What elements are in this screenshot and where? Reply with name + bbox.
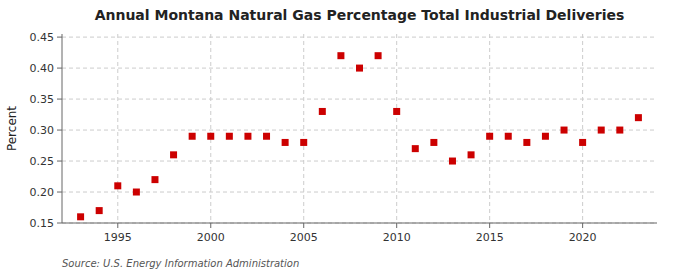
point	[598, 127, 605, 134]
x-tick-label: 2010	[383, 231, 411, 244]
point	[542, 133, 549, 140]
point	[449, 158, 456, 165]
axes: 0.15 0.20 0.25 0.30 0.35 0.40 0.45 1995 2000 2005…	[30, 31, 658, 244]
y-axis-line	[62, 34, 63, 223]
x-tick-label: 2015	[476, 231, 504, 244]
y-grid-line	[62, 192, 657, 193]
point	[207, 133, 214, 140]
point	[170, 151, 177, 158]
x-tick	[117, 223, 118, 228]
y-tick	[57, 192, 62, 193]
x-tick-label: 2000	[197, 231, 225, 244]
x-grid-line	[582, 34, 583, 223]
point	[505, 133, 512, 140]
x-tick	[582, 223, 583, 228]
point	[96, 207, 103, 214]
point	[151, 176, 158, 183]
x-grid-line	[489, 34, 490, 223]
x-grid-line	[210, 34, 211, 223]
point	[244, 133, 251, 140]
point	[579, 139, 586, 146]
point	[263, 133, 270, 140]
y-tick-label: 0.25	[30, 155, 55, 168]
point	[189, 133, 196, 140]
y-tick	[57, 161, 62, 162]
y-tick-label: 0.15	[30, 217, 55, 230]
x-grid-line	[303, 34, 304, 223]
point	[337, 52, 344, 59]
x-tick-label: 2005	[290, 231, 318, 244]
point	[412, 145, 419, 152]
y-tick-label: 0.20	[30, 186, 55, 199]
y-tick	[57, 130, 62, 131]
chart: Annual Montana Natural Gas Percentage To…	[0, 0, 675, 275]
y-tick	[57, 223, 62, 224]
point	[282, 139, 289, 146]
x-tick	[303, 223, 304, 228]
y-tick	[57, 68, 62, 69]
point	[77, 213, 84, 220]
point	[300, 139, 307, 146]
y-grid-line	[62, 223, 657, 224]
x-axis-line	[62, 223, 657, 224]
x-tick	[396, 223, 397, 228]
y-tick-label: 0.45	[30, 31, 55, 44]
grid	[62, 34, 657, 223]
points	[77, 52, 642, 220]
x-tick-label: 2020	[569, 231, 597, 244]
y-tick-label: 0.35	[30, 93, 55, 106]
y-tick-label: 0.40	[30, 62, 55, 75]
point	[375, 52, 382, 59]
point	[430, 139, 437, 146]
point	[226, 133, 233, 140]
y-axis-label: Percent	[5, 106, 19, 151]
x-tick-label: 1995	[104, 231, 132, 244]
x-tick	[489, 223, 490, 228]
point	[468, 151, 475, 158]
point	[114, 182, 121, 189]
point	[133, 189, 140, 196]
point	[486, 133, 493, 140]
point	[635, 114, 642, 121]
point	[523, 139, 530, 146]
point	[356, 65, 363, 72]
x-grid-line	[117, 34, 118, 223]
y-grid-line	[62, 99, 657, 100]
title: Annual Montana Natural Gas Percentage To…	[95, 7, 625, 23]
y-tick	[57, 37, 62, 38]
point	[616, 127, 623, 134]
annotation: Source: U.S. Energy Information Administ…	[62, 258, 299, 269]
y-tick-label: 0.30	[30, 124, 55, 137]
y-tick	[57, 99, 62, 100]
x-grid-line	[396, 34, 397, 223]
point	[393, 108, 400, 115]
point	[561, 127, 568, 134]
y-grid-line	[62, 37, 657, 38]
x-tick	[210, 223, 211, 228]
y-grid-line	[62, 130, 657, 131]
y-grid-line	[62, 161, 657, 162]
point	[319, 108, 326, 115]
